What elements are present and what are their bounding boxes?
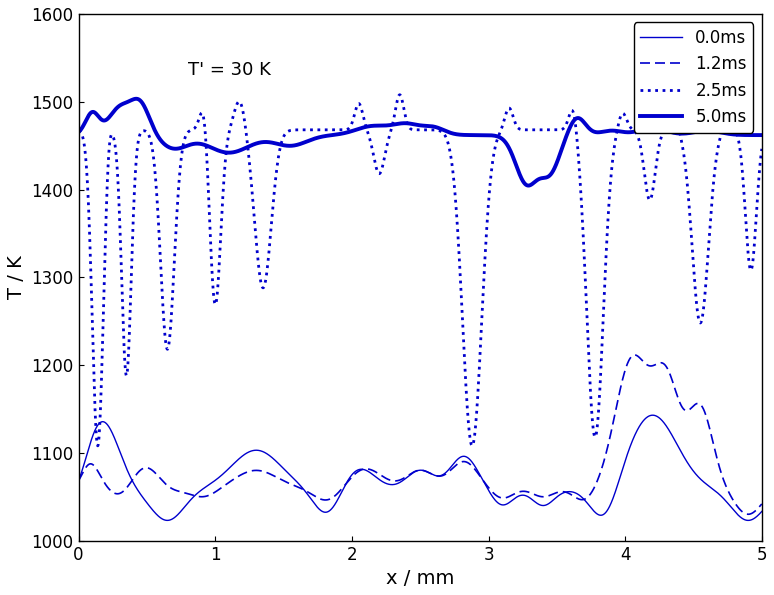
0.0ms (74, 477, 84, 484)
X-axis label: x / mm: x / mm (386, 569, 454, 588)
2.5ms (336, 126, 345, 133)
0.0ms (744, 517, 753, 524)
5.0ms (336, 130, 345, 137)
2.5ms (757, 145, 766, 152)
1.2ms (74, 477, 84, 484)
2.5ms (193, 120, 202, 127)
Line: 0.0ms: 0.0ms (79, 415, 762, 521)
0.0ms (336, 490, 345, 497)
Line: 1.2ms: 1.2ms (79, 355, 762, 514)
5.0ms (744, 131, 753, 139)
5.0ms (132, 95, 141, 102)
1.2ms (744, 511, 753, 518)
1.2ms (630, 352, 639, 359)
Legend: 0.0ms, 1.2ms, 2.5ms, 5.0ms: 0.0ms, 1.2ms, 2.5ms, 5.0ms (634, 22, 753, 133)
2.5ms (93, 442, 102, 449)
2.5ms (74, 127, 84, 134)
0.0ms (670, 437, 680, 444)
Text: T' = 30 K: T' = 30 K (188, 61, 271, 79)
0.0ms (193, 490, 202, 497)
5.0ms (74, 129, 84, 136)
0.0ms (365, 469, 375, 476)
0.0ms (648, 412, 657, 419)
1.2ms (757, 500, 766, 508)
2.5ms (744, 257, 753, 264)
5.0ms (366, 123, 375, 130)
2.5ms (152, 191, 162, 198)
1.2ms (336, 487, 345, 494)
2.5ms (670, 109, 680, 116)
1.2ms (744, 511, 753, 518)
1.2ms (193, 493, 202, 500)
1.2ms (365, 466, 375, 473)
5.0ms (152, 130, 162, 137)
2.5ms (396, 91, 405, 98)
5.0ms (524, 182, 533, 189)
5.0ms (193, 140, 202, 147)
Y-axis label: T / K: T / K (7, 255, 26, 299)
1.2ms (152, 471, 161, 478)
5.0ms (757, 131, 766, 139)
1.2ms (670, 386, 680, 393)
0.0ms (152, 511, 161, 518)
5.0ms (670, 130, 680, 137)
Line: 5.0ms: 5.0ms (79, 99, 762, 186)
0.0ms (757, 508, 766, 515)
Line: 2.5ms: 2.5ms (79, 95, 762, 446)
0.0ms (744, 517, 753, 524)
2.5ms (366, 138, 375, 145)
